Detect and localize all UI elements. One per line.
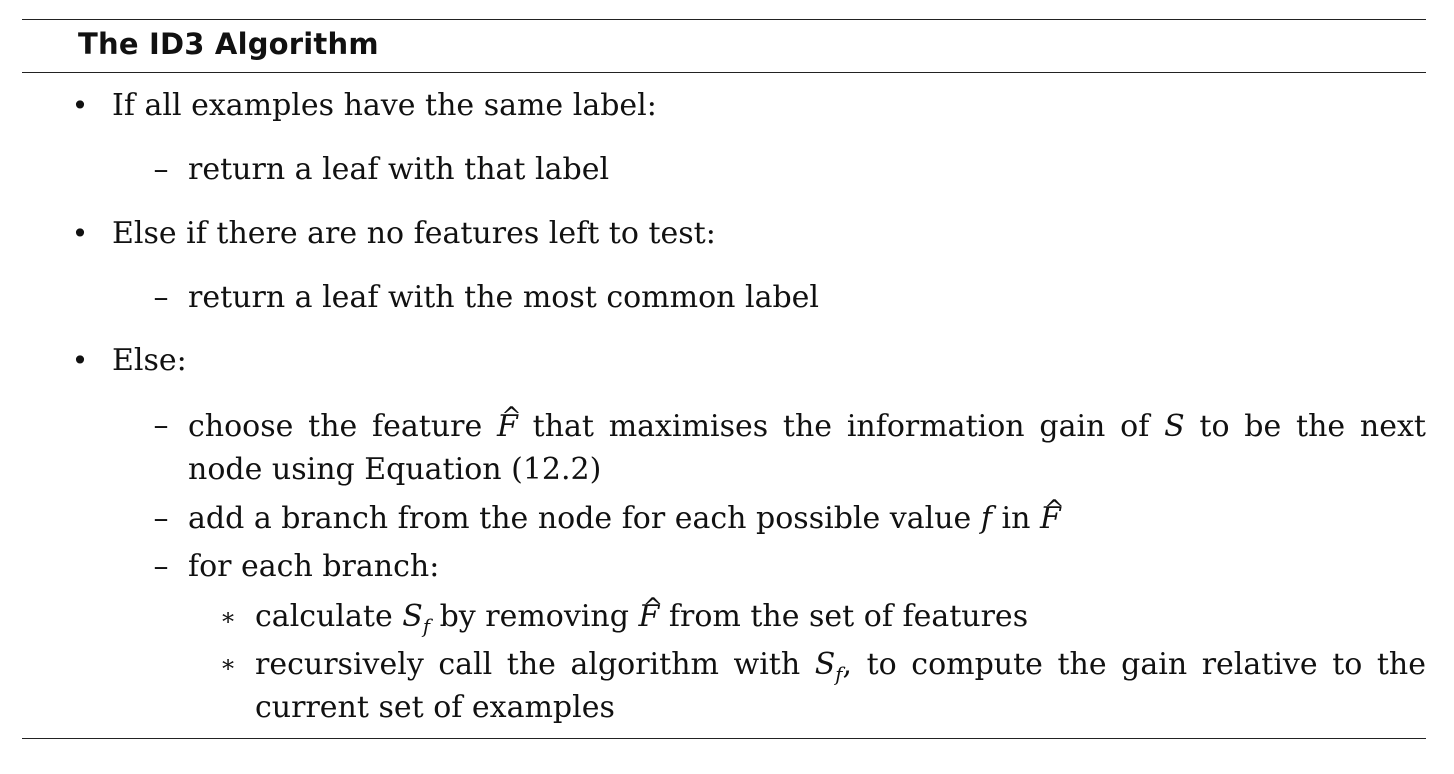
text-fragment: that maximises the information gain of	[532, 409, 1150, 444]
text-fragment: choose the feature	[188, 409, 483, 444]
text-fragment: recursively call the algorithm with	[255, 647, 801, 682]
text-continuation: node using Equation (12.2)	[188, 452, 602, 487]
header-rule	[22, 72, 1426, 73]
sub-item-add-branch: add a branch from the node for each poss…	[188, 488, 1064, 540]
text-fragment: , to compute the gain relative to the	[842, 647, 1426, 682]
list-item-else: Else:	[112, 343, 187, 378]
sub-item-return-leaf: return a leaf with that label	[188, 152, 610, 187]
top-rule	[22, 19, 1426, 20]
subscript-f: f	[835, 662, 843, 686]
sub-item-for-each-branch: for each branch:	[188, 549, 440, 584]
dash-marker: –	[153, 408, 169, 443]
text-fragment: calculate	[255, 599, 393, 634]
text-fragment: to be the next	[1199, 409, 1426, 444]
subsub-item-recursively-call: recursively call the algorithm with Sf, …	[255, 643, 1426, 729]
subsub-item-calculate: calculate Sf by removing F from the set …	[255, 586, 1029, 638]
star-marker: ∗	[219, 650, 237, 678]
dash-marker: –	[153, 152, 169, 187]
text-continuation: current set of examples	[255, 690, 615, 725]
list-item-same-label: If all examples have the same label:	[112, 88, 657, 123]
algorithm-title: The ID3 Algorithm	[78, 27, 379, 61]
dash-marker: –	[153, 501, 169, 536]
list-item-no-features: Else if there are no features left to te…	[112, 216, 716, 251]
bullet-marker: •	[71, 344, 89, 377]
bottom-rule	[22, 738, 1426, 739]
set-symbol-s: S	[1164, 409, 1185, 444]
feature-symbol-f-hat: F	[639, 586, 663, 638]
text-fragment: by removing	[439, 599, 629, 634]
dash-marker: –	[153, 549, 169, 584]
set-symbol-s: S	[814, 647, 836, 682]
bullet-marker: •	[71, 89, 89, 122]
sub-item-choose-feature: choose the feature F that maximises the …	[188, 395, 1426, 491]
text-fragment: add a branch from the node for each poss…	[188, 501, 972, 536]
text-fragment: from the set of features	[668, 599, 1029, 634]
value-symbol-f: f	[980, 501, 992, 536]
star-marker: ∗	[219, 603, 237, 631]
feature-symbol-f-hat: F	[1040, 488, 1064, 540]
dash-marker: –	[153, 280, 169, 315]
sub-item-most-common: return a leaf with the most common label	[188, 280, 820, 315]
text-fragment: in	[1001, 501, 1031, 536]
bullet-marker: •	[71, 217, 89, 250]
set-symbol-s: S	[402, 599, 423, 634]
subscript-f: f	[422, 614, 431, 638]
feature-symbol-f-hat: F	[497, 395, 521, 448]
